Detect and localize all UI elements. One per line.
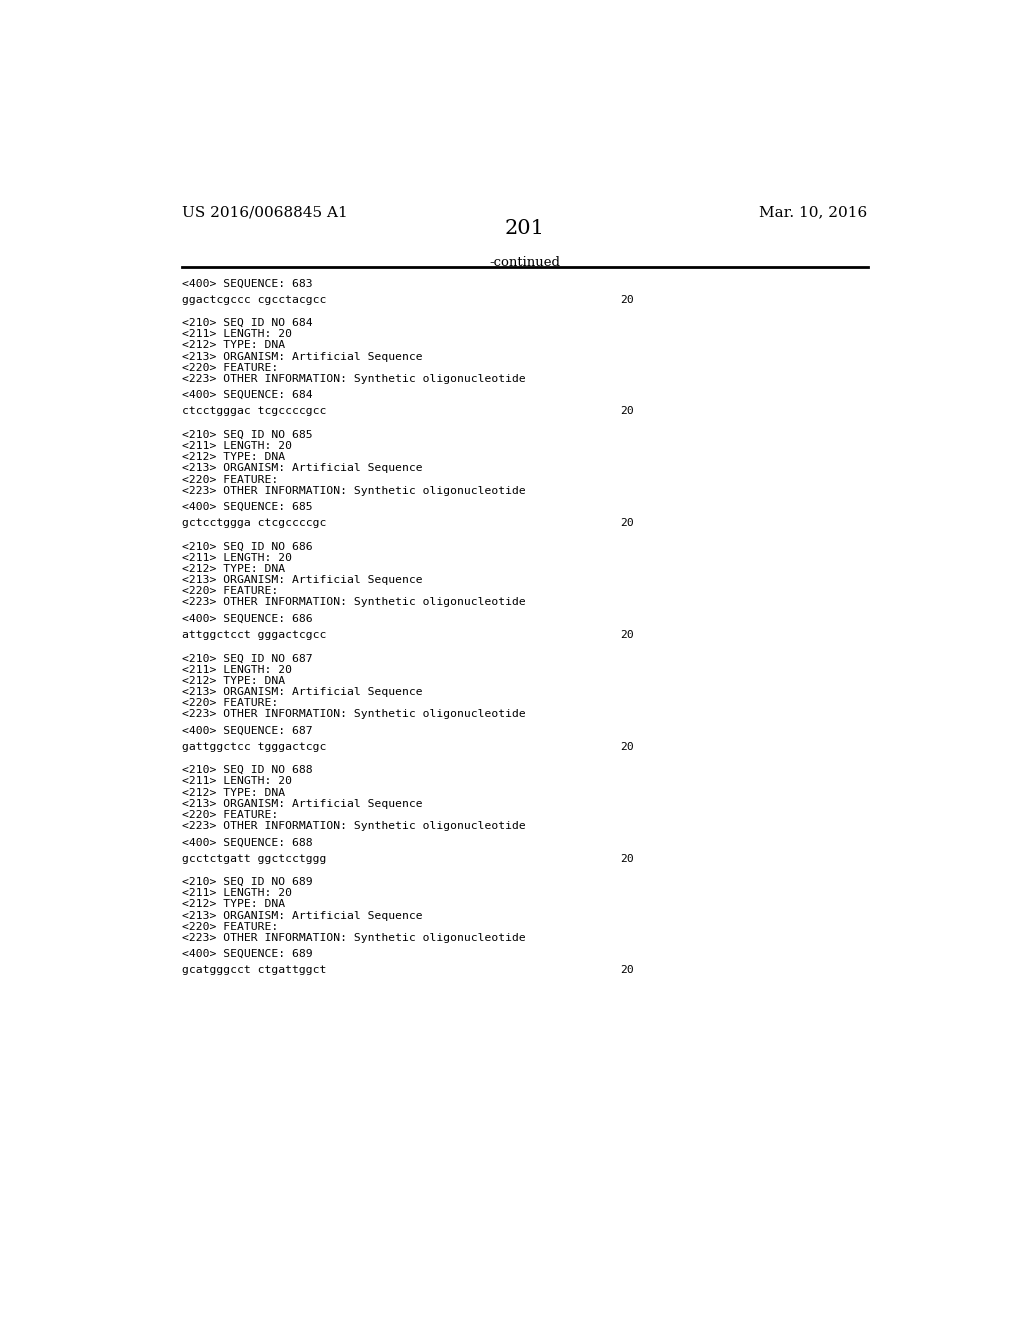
Text: <400> SEQUENCE: 685: <400> SEQUENCE: 685 xyxy=(182,502,312,512)
Text: <220> FEATURE:: <220> FEATURE: xyxy=(182,363,279,372)
Text: <211> LENGTH: 20: <211> LENGTH: 20 xyxy=(182,441,292,451)
Text: gctcctggga ctcgccccgc: gctcctggga ctcgccccgc xyxy=(182,519,327,528)
Text: 20: 20 xyxy=(620,965,634,975)
Text: <211> LENGTH: 20: <211> LENGTH: 20 xyxy=(182,888,292,898)
Text: <220> FEATURE:: <220> FEATURE: xyxy=(182,810,279,820)
Text: <213> ORGANISM: Artificial Sequence: <213> ORGANISM: Artificial Sequence xyxy=(182,351,423,362)
Text: <210> SEQ ID NO 687: <210> SEQ ID NO 687 xyxy=(182,653,312,664)
Text: <210> SEQ ID NO 686: <210> SEQ ID NO 686 xyxy=(182,541,312,552)
Text: 20: 20 xyxy=(620,294,634,305)
Text: <212> TYPE: DNA: <212> TYPE: DNA xyxy=(182,676,285,686)
Text: <212> TYPE: DNA: <212> TYPE: DNA xyxy=(182,453,285,462)
Text: <223> OTHER INFORMATION: Synthetic oligonucleotide: <223> OTHER INFORMATION: Synthetic oligo… xyxy=(182,374,525,384)
Text: <400> SEQUENCE: 687: <400> SEQUENCE: 687 xyxy=(182,726,312,735)
Text: <212> TYPE: DNA: <212> TYPE: DNA xyxy=(182,341,285,350)
Text: 20: 20 xyxy=(620,854,634,863)
Text: gcatgggcct ctgattggct: gcatgggcct ctgattggct xyxy=(182,965,327,975)
Text: <220> FEATURE:: <220> FEATURE: xyxy=(182,474,279,484)
Text: <212> TYPE: DNA: <212> TYPE: DNA xyxy=(182,564,285,574)
Text: <400> SEQUENCE: 684: <400> SEQUENCE: 684 xyxy=(182,391,312,400)
Text: <213> ORGANISM: Artificial Sequence: <213> ORGANISM: Artificial Sequence xyxy=(182,463,423,474)
Text: <220> FEATURE:: <220> FEATURE: xyxy=(182,921,279,932)
Text: US 2016/0068845 A1: US 2016/0068845 A1 xyxy=(182,205,348,219)
Text: <223> OTHER INFORMATION: Synthetic oligonucleotide: <223> OTHER INFORMATION: Synthetic oligo… xyxy=(182,598,525,607)
Text: gattggctcc tgggactcgc: gattggctcc tgggactcgc xyxy=(182,742,327,752)
Text: <220> FEATURE:: <220> FEATURE: xyxy=(182,698,279,708)
Text: <212> TYPE: DNA: <212> TYPE: DNA xyxy=(182,788,285,797)
Text: <223> OTHER INFORMATION: Synthetic oligonucleotide: <223> OTHER INFORMATION: Synthetic oligo… xyxy=(182,933,525,942)
Text: attggctcct gggactcgcc: attggctcct gggactcgcc xyxy=(182,630,327,640)
Text: <220> FEATURE:: <220> FEATURE: xyxy=(182,586,279,597)
Text: <400> SEQUENCE: 686: <400> SEQUENCE: 686 xyxy=(182,614,312,624)
Text: <213> ORGANISM: Artificial Sequence: <213> ORGANISM: Artificial Sequence xyxy=(182,911,423,920)
Text: 20: 20 xyxy=(620,519,634,528)
Text: <223> OTHER INFORMATION: Synthetic oligonucleotide: <223> OTHER INFORMATION: Synthetic oligo… xyxy=(182,821,525,832)
Text: 20: 20 xyxy=(620,407,634,416)
Text: -continued: -continued xyxy=(489,256,560,269)
Text: <213> ORGANISM: Artificial Sequence: <213> ORGANISM: Artificial Sequence xyxy=(182,576,423,585)
Text: <211> LENGTH: 20: <211> LENGTH: 20 xyxy=(182,553,292,562)
Text: Mar. 10, 2016: Mar. 10, 2016 xyxy=(760,205,867,219)
Text: ggactcgccc cgcctacgcc: ggactcgccc cgcctacgcc xyxy=(182,294,327,305)
Text: <212> TYPE: DNA: <212> TYPE: DNA xyxy=(182,899,285,909)
Text: <400> SEQUENCE: 689: <400> SEQUENCE: 689 xyxy=(182,949,312,960)
Text: <210> SEQ ID NO 689: <210> SEQ ID NO 689 xyxy=(182,876,312,887)
Text: ctcctgggac tcgccccgcc: ctcctgggac tcgccccgcc xyxy=(182,407,327,416)
Text: 20: 20 xyxy=(620,630,634,640)
Text: <210> SEQ ID NO 684: <210> SEQ ID NO 684 xyxy=(182,318,312,327)
Text: 201: 201 xyxy=(505,219,545,239)
Text: <211> LENGTH: 20: <211> LENGTH: 20 xyxy=(182,329,292,339)
Text: <211> LENGTH: 20: <211> LENGTH: 20 xyxy=(182,664,292,675)
Text: <213> ORGANISM: Artificial Sequence: <213> ORGANISM: Artificial Sequence xyxy=(182,799,423,809)
Text: gcctctgatt ggctcctggg: gcctctgatt ggctcctggg xyxy=(182,854,327,863)
Text: <223> OTHER INFORMATION: Synthetic oligonucleotide: <223> OTHER INFORMATION: Synthetic oligo… xyxy=(182,486,525,496)
Text: <400> SEQUENCE: 683: <400> SEQUENCE: 683 xyxy=(182,279,312,288)
Text: <223> OTHER INFORMATION: Synthetic oligonucleotide: <223> OTHER INFORMATION: Synthetic oligo… xyxy=(182,709,525,719)
Text: <400> SEQUENCE: 688: <400> SEQUENCE: 688 xyxy=(182,837,312,847)
Text: <210> SEQ ID NO 685: <210> SEQ ID NO 685 xyxy=(182,430,312,440)
Text: 20: 20 xyxy=(620,742,634,752)
Text: <213> ORGANISM: Artificial Sequence: <213> ORGANISM: Artificial Sequence xyxy=(182,686,423,697)
Text: <210> SEQ ID NO 688: <210> SEQ ID NO 688 xyxy=(182,766,312,775)
Text: <211> LENGTH: 20: <211> LENGTH: 20 xyxy=(182,776,292,787)
